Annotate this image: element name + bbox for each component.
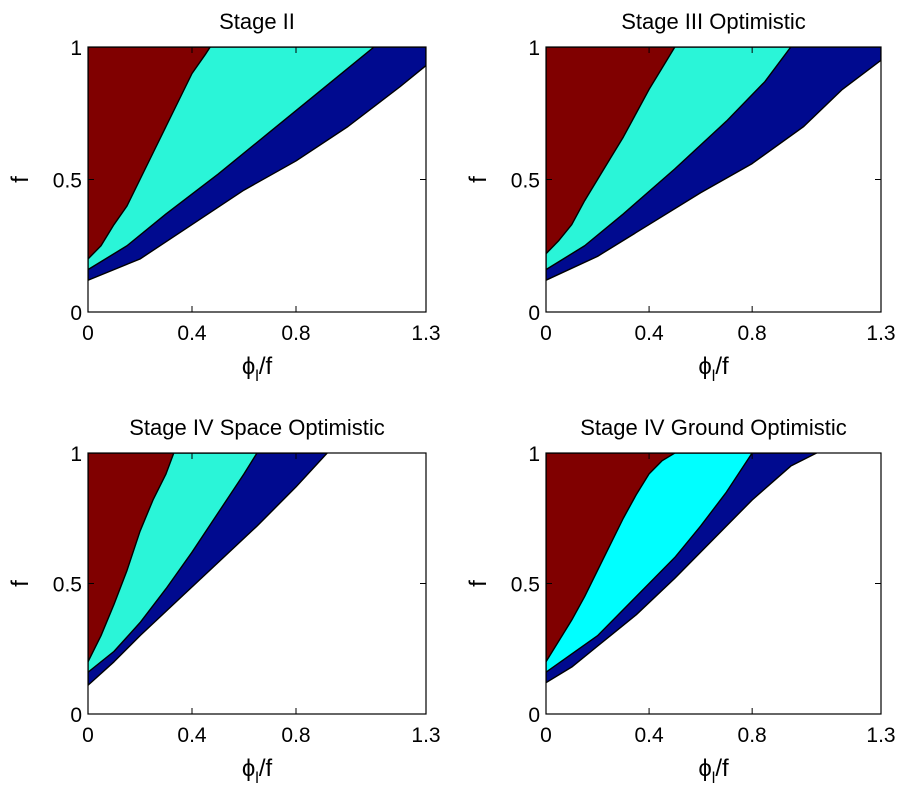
y-tick-label: 0.5 [53, 574, 82, 597]
x-tick-label: 1.3 [866, 724, 895, 747]
x-axis-label: ϕl/f [242, 755, 273, 787]
y-tick-label: 1 [70, 37, 82, 60]
chart-title: Stage IV Ground Optimistic [580, 415, 847, 440]
x-axis-label: ϕl/f [242, 353, 273, 385]
region-dark-red [546, 453, 676, 663]
plot-area [88, 453, 328, 686]
x-tick-label: 1.3 [411, 322, 440, 345]
region-dark-red [546, 47, 676, 255]
y-tick-label: 0 [528, 704, 540, 727]
chart-title: Stage II [219, 9, 295, 34]
x-tick-label: 0.8 [738, 724, 767, 747]
x-tick-label: 0.4 [177, 724, 207, 747]
y-axis-label: f [7, 176, 34, 183]
chart-panel-1: 0 0.4 0.8 1.3 0 0.5 1 Stage II ϕl/f f [7, 9, 441, 385]
plot-area [546, 453, 818, 684]
chart-title: Stage III Optimistic [621, 9, 806, 34]
y-tick-label: 0 [70, 302, 82, 325]
chart-title: Stage IV Space Optimistic [129, 415, 385, 440]
x-axis-label: ϕl/f [698, 353, 729, 385]
y-tick-label: 0.5 [53, 170, 82, 193]
y-tick-label: 0.5 [511, 574, 540, 597]
x-tick-label: 0 [540, 724, 552, 747]
x-tick-label: 0 [82, 724, 94, 747]
region-dark-red [88, 47, 211, 260]
x-axis-label: ϕl/f [698, 755, 729, 787]
x-tick-label: 0.4 [177, 322, 207, 345]
y-axis-label: f [465, 176, 492, 183]
plot-area [88, 47, 426, 281]
plot-area [546, 47, 881, 281]
region-dark-red [88, 453, 175, 663]
x-tick-label: 0 [540, 322, 552, 345]
y-tick-label: 1 [528, 443, 540, 466]
y-tick-label: 0 [70, 704, 82, 727]
y-axis-label: f [7, 580, 34, 587]
x-tick-label: 0.8 [738, 322, 767, 345]
y-tick-label: 0 [528, 302, 540, 325]
chart-panel-2: 0 0.4 0.8 1.3 0 0.5 1 Stage III Optimistic ϕl/f f [465, 9, 896, 385]
x-tick-label: 0.4 [634, 322, 664, 345]
y-axis-label: f [465, 580, 492, 587]
y-tick-label: 1 [70, 443, 82, 466]
y-tick-label: 0.5 [511, 170, 540, 193]
y-tick-label: 1 [528, 37, 540, 60]
x-tick-label: 1.3 [411, 724, 440, 747]
chart-panel-3: 0 0.4 0.8 1.3 0 0.5 1 Stage IV Space Optimistic… [7, 415, 441, 787]
chart-panel-4: 0 0.4 0.8 1.3 0 0.5 1 Stage IV Ground Optimisti… [465, 415, 896, 787]
x-tick-label: 0.4 [634, 724, 664, 747]
x-tick-label: 1.3 [866, 322, 895, 345]
x-tick-label: 0.8 [281, 724, 310, 747]
x-tick-label: 0.8 [281, 322, 310, 345]
x-tick-label: 0 [82, 322, 94, 345]
